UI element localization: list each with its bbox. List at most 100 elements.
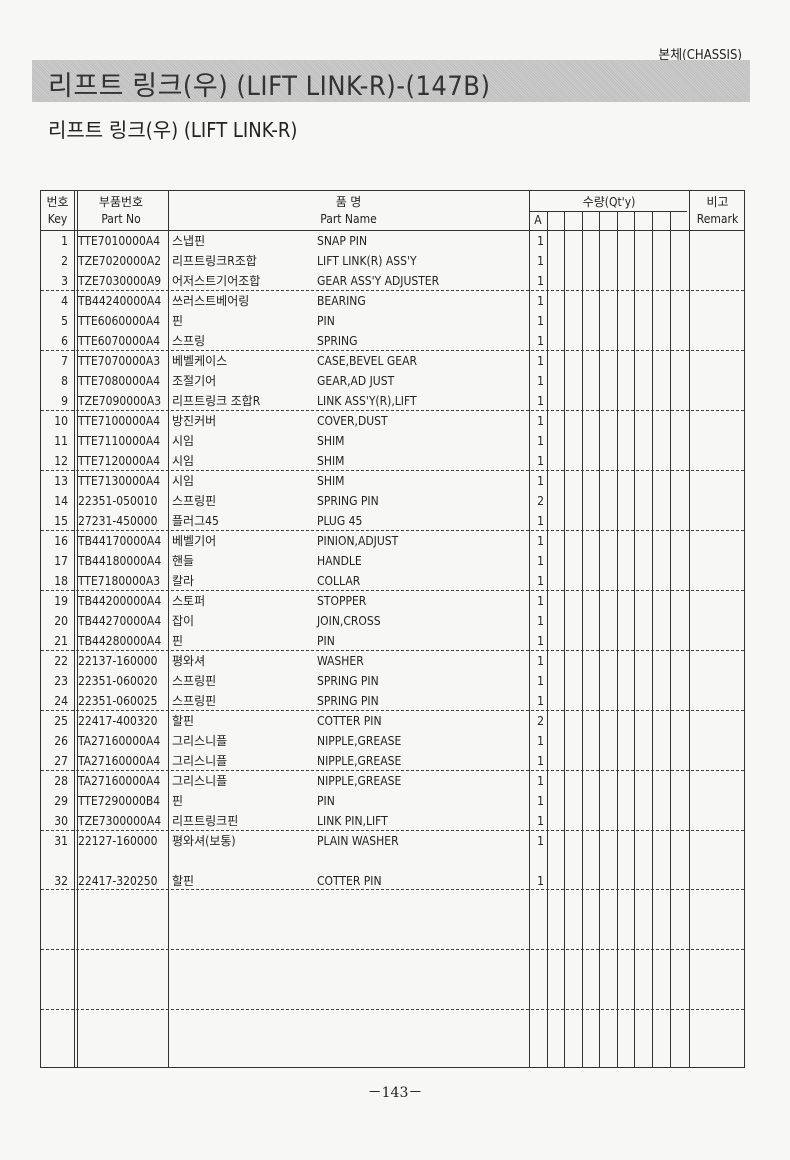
cell-part-no: TTE7290000B4 [78, 794, 161, 808]
cell-part-no: TTE7120000A4 [78, 454, 161, 468]
cell-name-en: COVER,DUST [317, 414, 388, 428]
page-title: 리프트 링크(우) (LIFT LINK-R)-(147B) [48, 71, 491, 102]
cell-qty: 1 [537, 774, 544, 788]
cell-part-no: TTE7070000A3 [78, 354, 161, 368]
cell-qty: 1 [537, 454, 544, 468]
cell-qty: 1 [537, 474, 544, 488]
cell-qty: 1 [537, 294, 544, 308]
table-rule [41, 830, 744, 831]
table-rule [41, 889, 744, 890]
cell-part-no: 22351-060020 [78, 674, 158, 688]
cell-key: 8 [61, 374, 68, 388]
cell-key: 17 [54, 554, 68, 568]
cell-qty: 1 [537, 434, 544, 448]
cell-qty: 1 [537, 674, 544, 688]
cell-qty: 1 [537, 334, 544, 348]
cell-name-en: SPRING PIN [317, 494, 379, 508]
table-rule [652, 211, 653, 1067]
cell-part-no: TZE7020000A2 [78, 254, 162, 268]
cell-key: 21 [54, 634, 68, 648]
cell-name-en: GEAR,AD JUST [317, 374, 395, 388]
table-rule [41, 350, 744, 351]
cell-part-no: 22127-160000 [78, 834, 158, 848]
cell-qty: 1 [537, 834, 544, 848]
cell-qty: 1 [537, 354, 544, 368]
cell-qty: 1 [537, 654, 544, 668]
cell-part-no: TTE7080000A4 [78, 374, 161, 388]
header-partno-en: Part No [101, 212, 141, 226]
cell-part-no: TTE6070000A4 [78, 334, 161, 348]
cell-key: 11 [54, 434, 68, 448]
page-subtitle: 리프트 링크(우) (LIFT LINK-R) [48, 118, 298, 142]
table-rule [41, 230, 744, 231]
cell-name-ko: 방진커버 [172, 414, 217, 428]
cell-name-ko: 평와셔(보통) [172, 834, 236, 848]
header-partno-ko: 부품번호 [98, 195, 144, 209]
cell-key: 15 [54, 514, 68, 528]
table-rule [74, 191, 75, 1067]
table-rule [529, 211, 687, 212]
cell-name-ko: 베벨케이스 [172, 354, 228, 368]
cell-part-no: 22417-400320 [78, 714, 158, 728]
cell-name-en: NIPPLE,GREASE [317, 774, 402, 788]
table-rule [41, 290, 744, 291]
cell-part-no: 22351-060025 [78, 694, 158, 708]
cell-qty: 1 [537, 234, 544, 248]
cell-qty: 1 [537, 514, 544, 528]
cell-name-en: PINION,ADJUST [317, 534, 399, 548]
cell-name-ko: 할핀 [172, 714, 195, 728]
table-rule [41, 590, 744, 591]
table-rule [168, 191, 169, 1067]
header-remark-en: Remark [696, 212, 739, 226]
cell-name-en: CASE,BEVEL GEAR [317, 354, 417, 368]
parts-table: 번호 Key 부품번호 Part No 품 명 Part Name 수량(Qt'… [40, 190, 745, 1068]
cell-key: 7 [61, 354, 68, 368]
cell-name-en: SHIM [317, 434, 345, 448]
cell-name-en: PLAIN WASHER [317, 834, 399, 848]
cell-key: 6 [61, 334, 68, 348]
cell-key: 28 [54, 774, 68, 788]
cell-name-en: SHIM [317, 454, 345, 468]
cell-name-ko: 리프트링크R조합 [172, 254, 257, 268]
cell-name-en: LINK PIN,LIFT [317, 814, 388, 828]
cell-part-no: TB44200000A4 [78, 594, 162, 608]
table-rule [41, 530, 744, 531]
cell-key: 31 [54, 834, 68, 848]
cell-name-ko: 스프링핀 [172, 674, 217, 688]
cell-name-en: SPRING PIN [317, 694, 379, 708]
cell-key: 20 [54, 614, 68, 628]
cell-qty: 1 [537, 314, 544, 328]
cell-name-ko: 플러그45 [172, 514, 219, 528]
cell-qty: 1 [537, 814, 544, 828]
table-rule [41, 410, 744, 411]
cell-key: 12 [54, 454, 68, 468]
cell-name-ko: 스프링핀 [172, 694, 217, 708]
cell-key: 18 [54, 574, 68, 588]
cell-name-ko: 스프링 [172, 334, 206, 348]
cell-name-en: GEAR ASS'Y ADJUSTER [317, 274, 440, 288]
cell-name-en: NIPPLE,GREASE [317, 754, 402, 768]
cell-part-no: TTE7100000A4 [78, 414, 161, 428]
cell-qty: 1 [537, 554, 544, 568]
cell-name-ko: 스냅핀 [172, 234, 206, 248]
cell-qty: 1 [537, 374, 544, 388]
cell-name-ko: 시임 [172, 454, 195, 468]
cell-key: 9 [61, 394, 68, 408]
table-rule [41, 770, 744, 771]
table-rule [41, 949, 744, 950]
page-number: －143－ [367, 1085, 423, 1101]
cell-name-en: SPRING PIN [317, 674, 379, 688]
cell-name-ko: 리프트링크 조합R [172, 394, 261, 408]
cell-name-ko: 할핀 [172, 874, 195, 888]
cell-key: 4 [61, 294, 68, 308]
cell-name-en: COTTER PIN [317, 714, 382, 728]
cell-name-en: PLUG 45 [317, 514, 363, 528]
cell-name-ko: 핀 [172, 794, 184, 808]
cell-key: 14 [54, 494, 68, 508]
cell-name-en: SNAP PIN [317, 234, 368, 248]
cell-name-ko: 잡이 [172, 614, 195, 628]
cell-key: 1 [61, 234, 68, 248]
cell-name-en: LIFT LINK(R) ASS'Y [317, 254, 417, 268]
cell-name-ko: 평와셔 [172, 654, 206, 668]
